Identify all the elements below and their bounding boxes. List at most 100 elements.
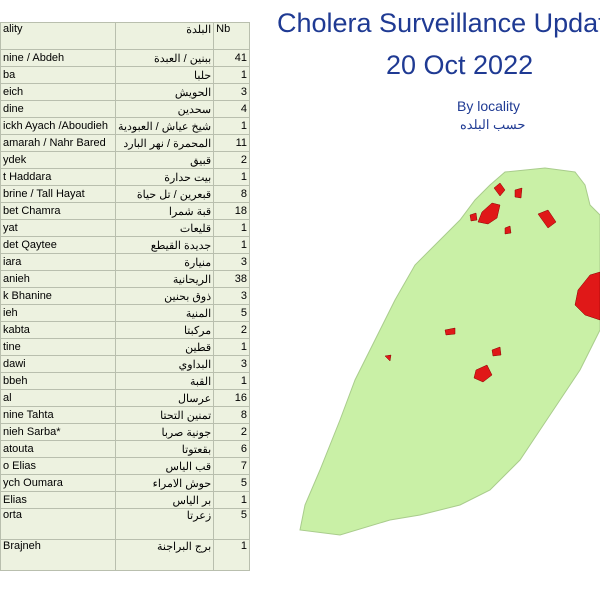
table-row: k Bhanine ذوق بحنين 3	[0, 287, 250, 305]
table-cell: سحدين	[115, 100, 215, 118]
table-cell: dine	[0, 100, 117, 118]
table-cell: قبعرين / تل حياة	[115, 185, 215, 203]
table-cell: 3	[213, 83, 250, 101]
table-cell: ببنين / العبدة	[115, 49, 215, 67]
table-cell: tine	[0, 338, 117, 356]
subtitle: By locality	[457, 98, 521, 114]
table-row: dine سحدين 4	[0, 100, 250, 118]
table-cell: o Elias	[0, 457, 117, 475]
table-row: bbeh القبة 1	[0, 372, 250, 390]
table-cell: 7	[213, 457, 250, 475]
table-cell: بر الياس	[115, 491, 215, 509]
table-cell: brine / Tall Hayat	[0, 185, 117, 203]
table-cell: nine / Abdeh	[0, 49, 117, 67]
title-date: 20 Oct 2022	[386, 50, 534, 80]
table-cell: atouta	[0, 440, 117, 458]
table-cell: 1	[213, 168, 250, 186]
table-cell: 1	[213, 219, 250, 237]
table-cell: 41	[213, 49, 250, 67]
table-cell: dawi	[0, 355, 117, 373]
table-cell: 18	[213, 202, 250, 220]
table-cell: القبة	[115, 372, 215, 390]
table-cell: nieh Sarba*	[0, 423, 117, 441]
table-cell: 1	[213, 491, 250, 509]
table-cell: ydek	[0, 151, 117, 169]
table-row: anieh الريحانية 38	[0, 270, 250, 288]
table-cell: حوش الامراء	[115, 474, 215, 492]
table-cell: 1	[213, 372, 250, 390]
table-cell: المنية	[115, 304, 215, 322]
table-cell: قبة شمرا	[115, 202, 215, 220]
table-cell: شيخ عياش / العبودية	[115, 117, 215, 135]
table-cell: 6	[213, 440, 250, 458]
table-row: atouta بقعتوتا 6	[0, 440, 250, 458]
table-row: brine / Tall Hayat قبعرين / تل حياة 8	[0, 185, 250, 203]
table-cell: 5	[213, 474, 250, 492]
table-cell: الحويش	[115, 83, 215, 101]
table-cell: عرسال	[115, 389, 215, 407]
table-cell: 5	[213, 508, 250, 540]
table-cell: bet Chamra	[0, 202, 117, 220]
table-cell: 1	[213, 236, 250, 254]
affected-areas	[384, 182, 600, 383]
table-cell: 8	[213, 185, 250, 203]
table-cell: 2	[213, 151, 250, 169]
table-row: amarah / Nahr Bared المحمرة / نهر البارد 1…	[0, 134, 250, 152]
table-cell: جديدة القيطع	[115, 236, 215, 254]
table-cell: Elias	[0, 491, 117, 509]
table-cell: ality	[0, 22, 117, 50]
table-cell: ba	[0, 66, 117, 84]
table-cell: البلدة	[115, 22, 215, 50]
table-cell: 16	[213, 389, 250, 407]
table-cell: بيت حدارة	[115, 168, 215, 186]
table-cell: 3	[213, 355, 250, 373]
table-cell: 5	[213, 304, 250, 322]
table-row: orta زعرتا 5	[0, 508, 250, 540]
title: Cholera Surveillance Update	[277, 8, 600, 38]
table-row: kabta مركبتا 2	[0, 321, 250, 339]
table-cell: 1	[213, 539, 250, 571]
table-row: ba حلبا 1	[0, 66, 250, 84]
table-cell: eich	[0, 83, 117, 101]
table-cell: orta	[0, 508, 117, 540]
table-cell: 11	[213, 134, 250, 152]
table-cell: anieh	[0, 270, 117, 288]
table-cell: 1	[213, 117, 250, 135]
table-cell: kabta	[0, 321, 117, 339]
table-cell: قليعات	[115, 219, 215, 237]
table-cell: تمنين التحتا	[115, 406, 215, 424]
table-row: nieh Sarba* جونية صربا 2	[0, 423, 250, 441]
table-row: iara منيارة 3	[0, 253, 250, 271]
table-cell: البداوي	[115, 355, 215, 373]
table-cell: قب الياس	[115, 457, 215, 475]
table-cell: ذوق بحنين	[115, 287, 215, 305]
table-row: ych Oumara حوش الامراء 5	[0, 474, 250, 492]
table-cell: Nb	[213, 22, 250, 50]
table-cell: 2	[213, 423, 250, 441]
table-cell: det Qaytee	[0, 236, 117, 254]
table-row: t Haddara بيت حدارة 1	[0, 168, 250, 186]
table-cell: bbeh	[0, 372, 117, 390]
table-row: ieh المنية 5	[0, 304, 250, 322]
table-row: nine / Abdeh ببنين / العبدة 41	[0, 49, 250, 67]
table-row: Brajneh برج البراجنة 1	[0, 539, 250, 571]
table-cell: بقعتوتا	[115, 440, 215, 458]
table-cell: 8	[213, 406, 250, 424]
table-cell: 4	[213, 100, 250, 118]
table-row: Elias بر الياس 1	[0, 491, 250, 509]
table-cell: مركبتا	[115, 321, 215, 339]
table-header: ality البلدة Nb	[0, 22, 250, 50]
table-cell: 3	[213, 253, 250, 271]
table-row: eich الحويش 3	[0, 83, 250, 101]
table-row: ickh Ayach /Aboudieh شيخ عياش / العبودية 1	[0, 117, 250, 135]
table-cell: 38	[213, 270, 250, 288]
table-row: nine Tahta تمنين التحتا 8	[0, 406, 250, 424]
table-cell: زعرتا	[115, 508, 215, 540]
locality-table: ality البلدة Nb nine / Abdeh ببنين / العبدة 4…	[0, 22, 250, 571]
table-cell: k Bhanine	[0, 287, 117, 305]
table-cell: 2	[213, 321, 250, 339]
table-row: tine قطين 1	[0, 338, 250, 356]
table-cell: الريحانية	[115, 270, 215, 288]
table-cell: nine Tahta	[0, 406, 117, 424]
